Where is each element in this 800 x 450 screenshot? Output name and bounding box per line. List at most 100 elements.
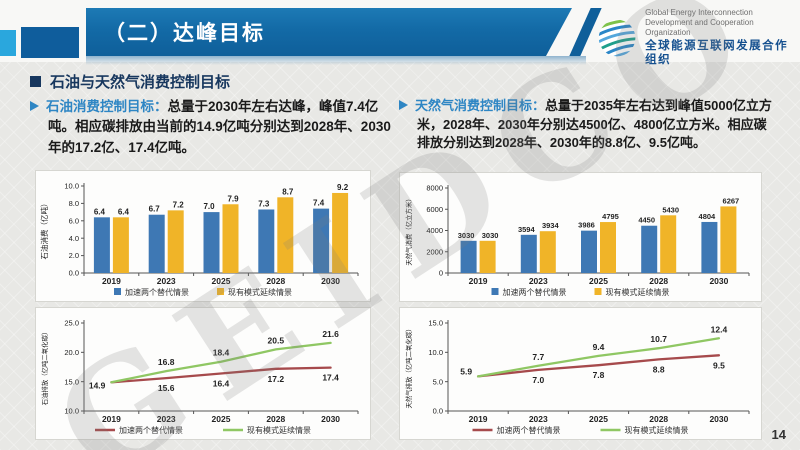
svg-text:石油排放（亿吨二氧化碳）: 石油排放（亿吨二氧化碳）: [40, 329, 49, 406]
logo-text: Global Energy Interconnection Developmen…: [645, 8, 800, 68]
svg-text:2025: 2025: [589, 276, 608, 286]
svg-text:2025: 2025: [212, 414, 231, 424]
oil-emissions-line-chart: 10.0 15.0 20.0 25.0 2019 2023 2025 2028 2030 石油排放…: [40, 319, 359, 435]
svg-text:天然气排放（亿吨二氧化碳）: 天然气排放（亿吨二氧化碳）: [404, 325, 413, 408]
svg-text:加速两个替代情景: 加速两个替代情景: [503, 287, 567, 297]
svg-text:2019: 2019: [469, 414, 488, 424]
svg-text:2025: 2025: [589, 414, 608, 424]
svg-text:2023: 2023: [157, 414, 176, 424]
svg-text:2.0: 2.0: [69, 251, 79, 260]
svg-text:10.0: 10.0: [64, 407, 79, 416]
svg-text:17.4: 17.4: [322, 373, 339, 383]
svg-text:4000: 4000: [426, 226, 443, 235]
svg-text:5430: 5430: [662, 205, 679, 214]
svg-text:7.0: 7.0: [532, 375, 544, 385]
svg-text:3030: 3030: [482, 231, 499, 240]
svg-text:18.4: 18.4: [213, 348, 230, 358]
decorative-square-dark: [21, 27, 79, 58]
svg-text:3934: 3934: [542, 221, 560, 230]
globe-icon: [598, 19, 636, 57]
svg-text:2030: 2030: [321, 414, 340, 424]
svg-text:4804: 4804: [699, 212, 717, 221]
svg-text:15.0: 15.0: [64, 377, 79, 386]
svg-text:2023: 2023: [529, 414, 548, 424]
svg-text:10.0: 10.0: [428, 348, 443, 357]
svg-text:16.4: 16.4: [213, 378, 230, 388]
svg-text:10.0: 10.0: [64, 182, 79, 191]
svg-text:0: 0: [439, 269, 443, 278]
svg-text:15.0: 15.0: [428, 319, 443, 328]
svg-text:21.6: 21.6: [322, 329, 339, 339]
square-bullet-icon: [30, 76, 41, 87]
svg-text:2023: 2023: [529, 276, 548, 286]
svg-text:2030: 2030: [321, 276, 340, 286]
oil-target-paragraph: 石油消费控制目标：总量于2030年左右达峰，峰值7.4亿吨。相应碳排放由当前的1…: [30, 97, 392, 158]
gas-target-text: 总量于2035年左右达到峰值5000亿立方米，2028年、2030年分别达450…: [417, 98, 772, 151]
svg-text:5.9: 5.9: [460, 366, 472, 376]
svg-text:6267: 6267: [723, 196, 740, 205]
oil-consumption-chart-panel: 0.0 2.0 4.0 6.0 8.0 10.0 2019 2023 2025 2028 2030 石…: [35, 170, 371, 302]
svg-text:天然气消费（亿立方米）: 天然气消费（亿立方米）: [404, 195, 413, 265]
svg-text:7.8: 7.8: [593, 370, 605, 380]
svg-text:加速两个替代情景: 加速两个替代情景: [125, 287, 189, 297]
svg-text:7.7: 7.7: [532, 352, 544, 362]
svg-text:2030: 2030: [709, 414, 728, 424]
section-header: 石油与天然气消费控制目标: [30, 71, 230, 92]
svg-text:现有模式延续情景: 现有模式延续情景: [625, 425, 689, 435]
svg-text:6.4: 6.4: [118, 207, 130, 216]
svg-text:2028: 2028: [649, 276, 668, 286]
svg-text:2030: 2030: [709, 276, 728, 286]
svg-text:7.2: 7.2: [173, 200, 185, 209]
gas-emissions-chart-panel: 0.0 5.0 10.0 15.0 2019 2023 2025 2028 2030 天然气排放（…: [399, 307, 762, 440]
svg-text:2023: 2023: [157, 276, 176, 286]
svg-text:12.4: 12.4: [711, 324, 728, 334]
svg-text:2028: 2028: [266, 414, 285, 424]
svg-text:石油消费（亿吨）: 石油消费（亿吨）: [39, 200, 49, 260]
svg-text:0.0: 0.0: [69, 269, 79, 278]
title-bar: （二）达峰目标: [86, 8, 572, 56]
svg-text:3986: 3986: [578, 221, 595, 230]
svg-text:10.7: 10.7: [650, 334, 667, 344]
svg-text:加速两个替代情景: 加速两个替代情景: [119, 425, 183, 435]
page-title: （二）达峰目标: [104, 22, 265, 45]
oil-target-text: 总量于2030年左右达峰，峰值7.4亿吨。相应碳排放由当前的14.9亿吨分别达到…: [48, 99, 391, 155]
gas-consumption-chart-panel: 0 2000 4000 6000 8000 2019 2023 2025 2028 2030 天然气…: [399, 172, 762, 302]
svg-text:0.0: 0.0: [433, 407, 443, 416]
svg-text:现有模式延续情景: 现有模式延续情景: [606, 287, 670, 297]
svg-text:2019: 2019: [469, 276, 488, 286]
organization-logo: Global Energy Interconnection Developmen…: [596, 8, 800, 68]
svg-text:25.0: 25.0: [64, 319, 79, 328]
svg-text:2019: 2019: [102, 414, 121, 424]
svg-text:6.4: 6.4: [94, 207, 106, 216]
svg-text:加速两个替代情景: 加速两个替代情景: [497, 425, 561, 435]
svg-text:8.0: 8.0: [69, 199, 79, 208]
decorative-square-light: [0, 30, 16, 56]
oil-consumption-bar-chart: 0.0 2.0 4.0 6.0 8.0 10.0 2019 2023 2025 2028 2030 石…: [39, 182, 359, 297]
svg-text:2019: 2019: [102, 276, 121, 286]
svg-text:2028: 2028: [266, 276, 285, 286]
svg-text:7.0: 7.0: [203, 202, 215, 211]
gas-target-paragraph: 天然气消费控制目标：总量于2035年左右达到峰值5000亿立方米，2028年、2…: [399, 97, 773, 153]
gas-target-lead: 天然气消费控制目标：: [415, 98, 546, 113]
svg-text:5.0: 5.0: [433, 377, 443, 386]
page-number: 14: [771, 427, 786, 442]
svg-text:7.3: 7.3: [258, 199, 270, 208]
svg-text:4.0: 4.0: [69, 234, 79, 243]
svg-text:4795: 4795: [602, 212, 619, 221]
svg-text:16.8: 16.8: [158, 357, 175, 367]
svg-text:6.7: 6.7: [149, 205, 161, 214]
svg-text:8.7: 8.7: [282, 187, 294, 196]
oil-target-lead: 石油消费控制目标：: [46, 99, 168, 114]
svg-text:9.2: 9.2: [337, 183, 349, 192]
section-title: 石油与天然气消费控制目标: [50, 74, 231, 91]
svg-text:2025: 2025: [212, 276, 231, 286]
svg-text:2028: 2028: [649, 414, 668, 424]
svg-text:14.9: 14.9: [89, 380, 106, 390]
svg-text:20.5: 20.5: [268, 335, 285, 345]
svg-text:17.2: 17.2: [268, 374, 285, 384]
svg-text:3594: 3594: [518, 225, 536, 234]
svg-text:9.5: 9.5: [713, 360, 725, 370]
svg-text:15.6: 15.6: [158, 383, 175, 393]
svg-text:8000: 8000: [426, 184, 443, 193]
